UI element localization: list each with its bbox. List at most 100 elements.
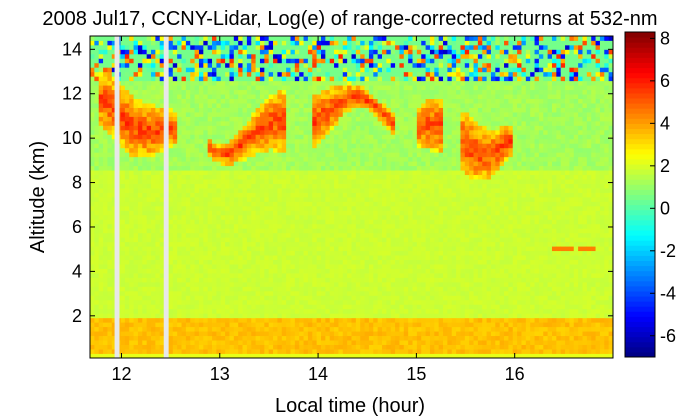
heatmap-cell: [268, 112, 274, 117]
heatmap-cell: [307, 201, 313, 207]
heatmap-cell: [277, 313, 283, 319]
heatmap-cell: [98, 210, 104, 216]
heatmap-cell: [159, 125, 165, 131]
heatmap-cell: [129, 98, 134, 104]
heatmap-cell: [382, 174, 387, 180]
heatmap-cell: [207, 170, 213, 176]
heatmap-cell: [360, 299, 365, 305]
heatmap-cell: [124, 125, 130, 131]
heatmap-cell: [177, 107, 182, 113]
heatmap-cell: [207, 98, 213, 104]
heatmap-cell: [212, 197, 217, 202]
heatmap-cell: [151, 340, 156, 345]
heatmap-cell: [294, 228, 300, 234]
heatmap-cell: [347, 201, 352, 207]
heatmap-cell: [103, 174, 108, 180]
heatmap-cell: [203, 331, 209, 337]
heatmap-cell: [368, 246, 374, 252]
heatmap-cell: [172, 250, 178, 256]
heatmap-cell: [151, 353, 156, 359]
heatmap-cell: [90, 250, 95, 256]
heatmap-cell: [312, 308, 318, 314]
heatmap-cell: [107, 49, 113, 55]
heatmap-cell: [320, 170, 326, 176]
heatmap-cell: [386, 192, 392, 198]
heatmap-cell: [233, 89, 239, 95]
heatmap-cell: [107, 134, 113, 140]
heatmap-cell: [159, 340, 165, 345]
heatmap-cell: [203, 192, 209, 198]
heatmap-cell: [233, 273, 239, 278]
heatmap-cell: [377, 107, 383, 113]
heatmap-cell: [373, 143, 379, 149]
heatmap-cell: [242, 264, 248, 269]
heatmap-cell: [329, 349, 335, 354]
heatmap-cell: [103, 170, 108, 176]
heatmap-cell: [190, 116, 195, 122]
heatmap-cell: [386, 58, 392, 64]
heatmap-cell: [268, 152, 274, 158]
heatmap-cell: [94, 295, 100, 301]
heatmap-cell: [268, 232, 274, 238]
heatmap-cell: [320, 223, 326, 229]
heatmap-cell: [355, 116, 361, 122]
heatmap-cell: [281, 170, 287, 176]
heatmap-cell: [172, 58, 178, 64]
heatmap-cell: [360, 58, 365, 64]
heatmap-cell: [168, 304, 174, 310]
heatmap-cell: [111, 36, 117, 41]
heatmap-cell: [198, 85, 204, 91]
heatmap-cell: [360, 76, 365, 82]
heatmap-cell: [98, 36, 104, 41]
heatmap-cell: [259, 259, 265, 265]
heatmap-cell: [229, 214, 235, 220]
heatmap-cell: [360, 165, 365, 171]
heatmap-cell: [103, 326, 108, 332]
heatmap-cell: [133, 67, 139, 73]
heatmap-cell: [377, 152, 383, 158]
heatmap-cell: [155, 344, 161, 350]
heatmap-cell: [368, 152, 374, 158]
heatmap-cell: [168, 210, 174, 216]
heatmap-cell: [377, 161, 383, 167]
heatmap-cell: [111, 237, 117, 243]
heatmap-cell: [120, 89, 126, 95]
heatmap-cell: [268, 58, 274, 64]
heatmap-cell: [368, 67, 374, 73]
heatmap-cell: [137, 152, 143, 158]
heatmap-cell: [281, 317, 287, 323]
heatmap-cell: [290, 76, 296, 82]
heatmap-cell: [255, 129, 261, 135]
heatmap-cell: [146, 349, 152, 354]
heatmap-cell: [334, 197, 339, 202]
heatmap-cell: [294, 255, 300, 261]
heatmap-cell: [281, 138, 287, 144]
heatmap-cell: [286, 241, 291, 247]
heatmap-cell: [334, 138, 339, 144]
heatmap-cell: [111, 326, 117, 332]
heatmap-cell: [273, 331, 278, 337]
heatmap-cell: [185, 71, 191, 77]
heatmap-cell: [98, 223, 104, 229]
heatmap-cell: [373, 58, 379, 64]
heatmap-cell: [137, 71, 143, 77]
heatmap-cell: [259, 299, 265, 305]
heatmap-cell: [277, 107, 283, 113]
heatmap-cell: [259, 58, 265, 64]
heatmap-cell: [177, 259, 182, 265]
heatmap-cell: [185, 85, 191, 91]
heatmap-cell: [129, 201, 134, 207]
heatmap-cell: [198, 349, 204, 354]
heatmap-cell: [246, 317, 252, 323]
heatmap-cell: [347, 326, 352, 332]
heatmap-cell: [294, 295, 300, 301]
heatmap-cell: [238, 299, 243, 305]
heatmap-cell: [177, 219, 182, 225]
heatmap-cell: [342, 268, 348, 274]
heatmap-cell: [338, 250, 344, 256]
heatmap-cell: [155, 67, 161, 73]
heatmap-cell: [229, 331, 235, 337]
heatmap-cell: [129, 295, 134, 301]
heatmap-cell: [334, 295, 339, 301]
heatmap-cell: [220, 94, 226, 100]
